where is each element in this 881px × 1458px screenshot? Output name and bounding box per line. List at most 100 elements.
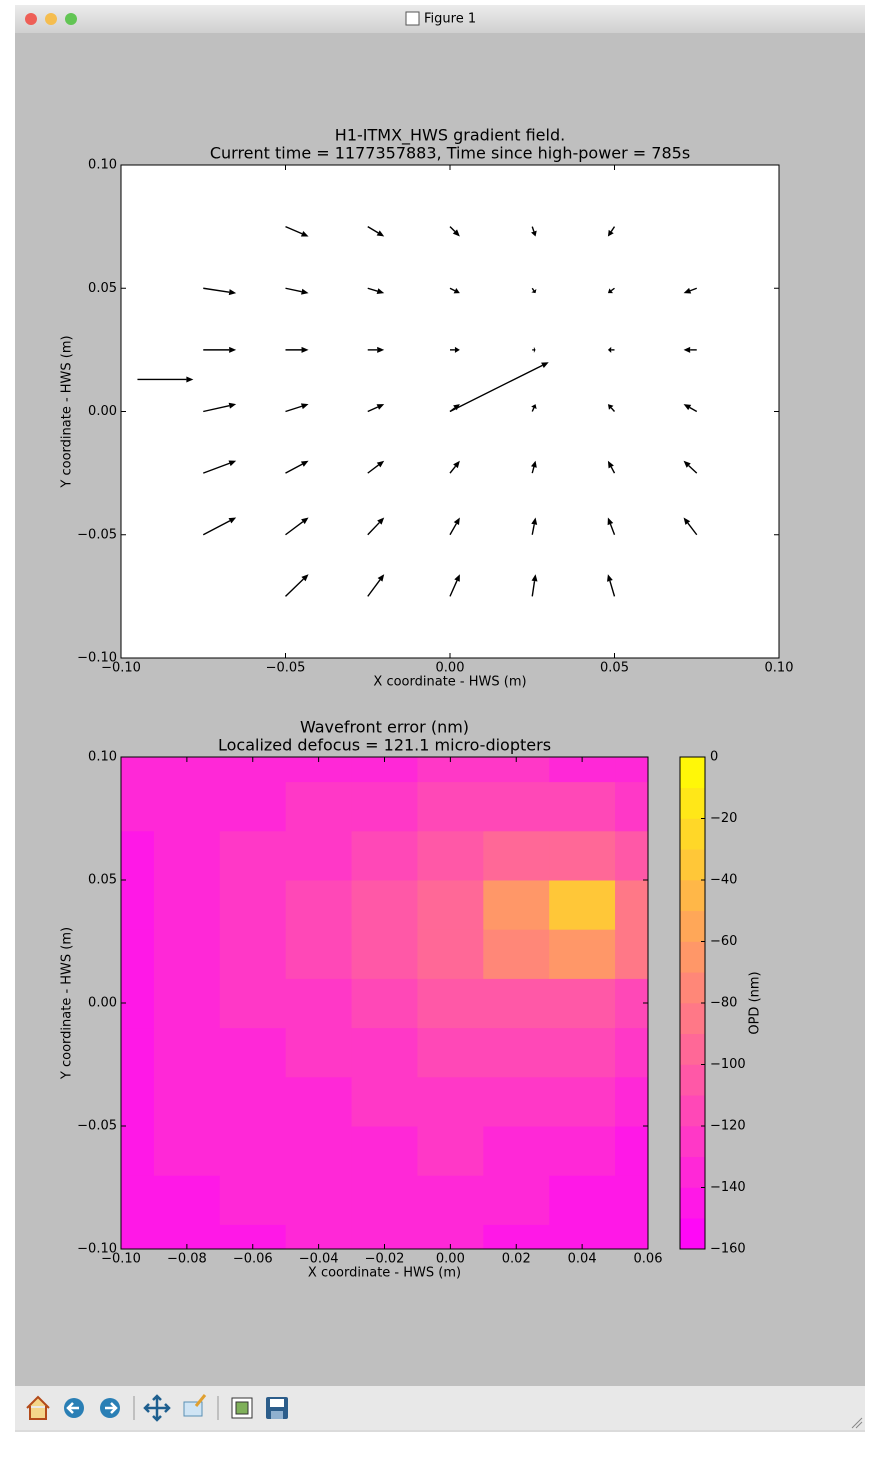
contour-cell <box>219 1076 287 1127</box>
app-icon <box>405 11 420 26</box>
colorbar-tick-label: −120 <box>710 1119 746 1134</box>
arrow-shaft <box>689 406 698 413</box>
y-axis-label: Y coordinate - HWS (m) <box>60 335 75 488</box>
contour-cell <box>351 1126 418 1176</box>
contour-cell <box>285 978 353 1029</box>
minimize-button[interactable] <box>45 13 57 25</box>
contour-cell <box>285 1027 353 1078</box>
home-button[interactable] <box>26 1395 50 1420</box>
contour-cell <box>285 1175 353 1225</box>
arrow <box>607 287 615 294</box>
arrow-shaft <box>609 580 616 597</box>
contour-cell <box>417 929 484 979</box>
subplots-button[interactable] <box>231 1397 253 1419</box>
x-tick-label: 0.10 <box>765 661 794 676</box>
arrow-shaft <box>531 407 535 412</box>
contour-cell <box>153 830 221 881</box>
arrow-head <box>453 517 460 526</box>
contour-cell <box>483 830 550 881</box>
y-tick-label: 0.00 <box>88 996 117 1011</box>
arrow <box>607 346 615 353</box>
arrow <box>367 287 385 295</box>
contour-cell <box>153 929 221 979</box>
chart-subtitle: Localized defocus = 121.1 micro-diopters <box>218 736 551 755</box>
save-button[interactable] <box>266 1397 288 1419</box>
x-tick-label: 0.02 <box>502 1252 531 1267</box>
colorbar-band <box>680 757 705 789</box>
colorbar-tick-label: −60 <box>710 934 737 949</box>
forward-button[interactable] <box>100 1398 120 1418</box>
contour-cell <box>549 1126 616 1176</box>
x-tick-label: −0.10 <box>101 661 141 676</box>
contour-cell <box>285 830 353 881</box>
arrow <box>202 517 237 536</box>
arrow <box>683 460 698 474</box>
arrow-head <box>607 229 614 237</box>
contour-cell <box>219 1175 287 1225</box>
resize-grip[interactable] <box>851 1417 863 1429</box>
contour-cell <box>285 929 353 979</box>
contour-cell <box>153 1027 221 1078</box>
y-tick-label: 0.05 <box>88 873 117 888</box>
contour-cell <box>483 1027 550 1078</box>
contour-cell <box>417 978 484 1029</box>
contour-cell <box>219 1027 287 1078</box>
contour-cell <box>483 1126 550 1176</box>
x-axis-label: X coordinate - HWS (m) <box>308 1266 461 1281</box>
chart-title: H1-ITMX_HWS gradient field. <box>335 126 565 146</box>
zoom-rect-button[interactable] <box>183 1394 207 1417</box>
contour-cell <box>549 1175 616 1225</box>
arrow <box>532 346 536 353</box>
y-tick-label: −0.05 <box>77 1119 117 1134</box>
contour-cell <box>549 830 616 881</box>
x-tick-label: −0.04 <box>299 1252 339 1267</box>
arrow <box>531 404 537 412</box>
contour-cell <box>121 1224 155 1250</box>
arrow <box>285 460 309 474</box>
colorbar-band <box>680 910 705 942</box>
colorbar-band <box>680 1003 705 1035</box>
contour-cell <box>483 1076 550 1127</box>
contour-cell <box>121 1076 155 1127</box>
arrow-head <box>531 289 537 294</box>
arrow <box>683 404 698 413</box>
arrow-shaft <box>285 521 304 536</box>
contour-cell <box>351 880 418 930</box>
x-tick-label: −0.06 <box>233 1252 273 1267</box>
contour-cell <box>615 830 649 881</box>
arrow <box>449 574 460 597</box>
back-button[interactable] <box>64 1398 84 1418</box>
arrow <box>531 226 537 237</box>
contour-cell <box>351 1175 418 1225</box>
y-tick-label: −0.10 <box>77 1242 117 1257</box>
arrow <box>285 574 309 597</box>
window-title: Figure 1 <box>424 12 476 27</box>
y-tick-label: −0.10 <box>77 651 117 666</box>
arrow-head <box>377 517 385 525</box>
arrow-shaft <box>367 226 379 234</box>
arrow-head <box>453 460 460 469</box>
colorbar-tick-label: −140 <box>710 1180 746 1195</box>
arrow-head <box>300 230 309 237</box>
x-tick-label: 0.00 <box>436 1252 465 1267</box>
arrow <box>607 226 616 237</box>
contour-cell <box>153 1076 221 1127</box>
arrow-head <box>377 346 385 353</box>
zoom-button[interactable] <box>65 13 77 25</box>
arrow-shaft <box>449 465 457 474</box>
arrow-head <box>683 404 692 411</box>
contour-cell <box>417 880 484 930</box>
contour-cell <box>285 1076 353 1127</box>
x-tick-label: −0.05 <box>266 661 306 676</box>
arrow-head <box>376 230 385 237</box>
arrow-shaft <box>285 578 304 597</box>
contour-cell <box>219 1126 287 1176</box>
arrow <box>285 403 309 413</box>
pan-button[interactable] <box>143 1394 171 1422</box>
arrow-head <box>454 346 460 353</box>
close-button[interactable] <box>25 13 37 25</box>
chart-title: Wavefront error (nm) <box>300 718 469 737</box>
x-tick-label: 0.06 <box>634 1252 663 1267</box>
contour-cell <box>615 880 649 930</box>
